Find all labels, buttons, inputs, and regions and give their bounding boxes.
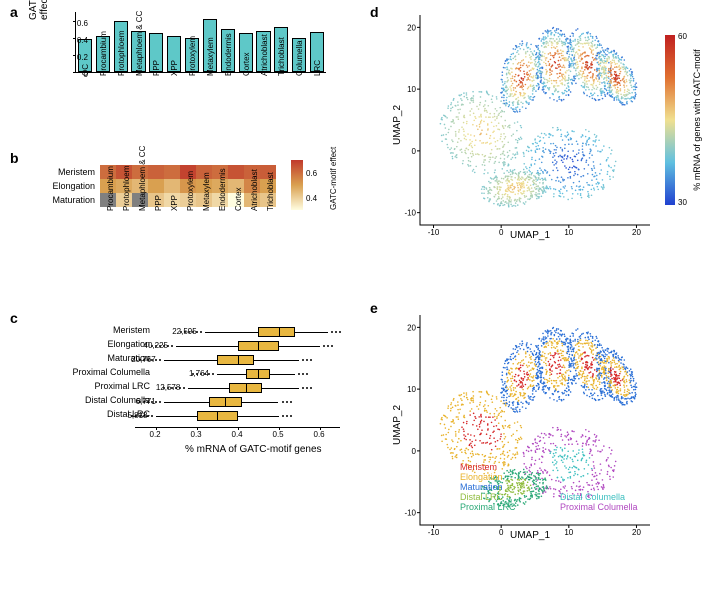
box-label: Distal LRC	[107, 409, 150, 419]
box-row	[135, 410, 340, 422]
umap-legend-item: Proximal LRC	[460, 502, 516, 512]
panel-a-ylabel: GATC-motifeffect	[28, 0, 50, 20]
panel-d-label: d	[370, 4, 379, 20]
panel-c-xtick: 0.6	[314, 430, 325, 439]
heatmap-cell	[228, 165, 244, 179]
panel-e-xlabel: UMAP_1	[510, 530, 550, 541]
svg-text:10: 10	[564, 528, 573, 537]
umap-legend-item: Distal Columella	[560, 492, 625, 502]
box-label: Proximal LRC	[94, 381, 150, 391]
umap-legend-item: Distal LRC	[460, 492, 504, 502]
box-row	[135, 326, 340, 338]
panel-c-xtick: 0.2	[150, 430, 161, 439]
panel-e-umap: -10 0 10 20 -10 0 10 20 MeristemElongationMatura…	[380, 300, 670, 550]
panel-c-boxplot: 22,59540,22520,7671,76412,5786,7715,8180…	[20, 310, 360, 470]
svg-text:0: 0	[412, 147, 417, 156]
box-label: Maturation	[107, 353, 150, 363]
panel-c-xtick: 0.3	[191, 430, 202, 439]
panel-b-label: b	[10, 150, 19, 166]
heatmap-cell	[164, 179, 180, 193]
heatmap-cell	[148, 165, 164, 179]
heatmap-row-label: Maturation	[20, 195, 95, 205]
box-label: Elongation	[107, 339, 150, 349]
panel-b-heatmap: MeristemElongationMaturationProcambiumPr…	[20, 150, 360, 310]
panel-d-umap: -1001020-10010203060% mRNA of genes with…	[380, 0, 670, 250]
box-n: 1,764	[189, 369, 209, 378]
panel-a-ytick: 0.2	[77, 53, 88, 62]
heatmap-cell	[164, 165, 180, 179]
panel-c-label: c	[10, 310, 18, 326]
svg-text:-10: -10	[404, 509, 416, 518]
box-label: Meristem	[113, 325, 150, 335]
heatmap-legend: 0.40.6GATC-motif effect	[291, 160, 303, 210]
box-row	[135, 396, 340, 408]
box-label: Proximal Columella	[72, 367, 150, 377]
box-n: 12,578	[156, 383, 180, 392]
heatmap-row-label: Meristem	[20, 167, 95, 177]
panel-a-ytick: 0.6	[77, 19, 88, 28]
heatmap-cell	[148, 179, 164, 193]
svg-text:-10: -10	[428, 228, 440, 237]
svg-text:0: 0	[499, 228, 504, 237]
svg-text:0: 0	[412, 447, 417, 456]
box-n: 22,595	[172, 327, 196, 336]
panel-c-xtick: 0.4	[232, 430, 243, 439]
svg-text:10: 10	[564, 228, 573, 237]
svg-text:60: 60	[678, 32, 687, 41]
panel-d-xlabel: UMAP_1	[510, 230, 550, 241]
svg-text:0: 0	[499, 528, 504, 537]
svg-text:20: 20	[407, 23, 416, 32]
svg-text:20: 20	[632, 228, 641, 237]
panel-c-xlabel: % mRNA of GATC-motif genes	[185, 444, 322, 455]
box-row	[135, 368, 340, 380]
box-label: Distal Columella	[85, 395, 150, 405]
svg-text:30: 30	[678, 198, 687, 207]
panel-e-ylabel: UMAP_2	[392, 405, 403, 445]
panel-a-label: a	[10, 4, 18, 20]
svg-text:-10: -10	[404, 209, 416, 218]
umap-legend-item: Maturation	[460, 482, 503, 492]
panel-a-barchart: GATC-motifeffect 00.20.40.6QCProcambiumP…	[20, 0, 340, 150]
umap-legend-item: Proximal Columella	[560, 502, 638, 512]
panel-d-ylabel: UMAP_2	[392, 105, 403, 145]
svg-text:10: 10	[407, 385, 416, 394]
panel-a-ytick: 0.4	[77, 36, 88, 45]
heatmap-row-label: Elongation	[20, 181, 95, 191]
svg-text:-10: -10	[428, 528, 440, 537]
svg-text:% mRNA of genes with GATC-moti: % mRNA of genes with GATC-motif	[692, 49, 702, 191]
legend-tick: 0.4	[306, 194, 317, 203]
box-row	[135, 354, 340, 366]
panel-e-label: e	[370, 300, 378, 316]
legend-tick: 0.6	[306, 169, 317, 178]
umap-legend-item: Meristem	[460, 462, 497, 472]
svg-text:20: 20	[407, 323, 416, 332]
umap-legend-item: Elongation	[460, 472, 503, 482]
svg-text:20: 20	[632, 528, 641, 537]
svg-text:10: 10	[407, 85, 416, 94]
panel-c-xtick: 0.5	[273, 430, 284, 439]
legend-label: GATC-motif effect	[329, 147, 338, 210]
